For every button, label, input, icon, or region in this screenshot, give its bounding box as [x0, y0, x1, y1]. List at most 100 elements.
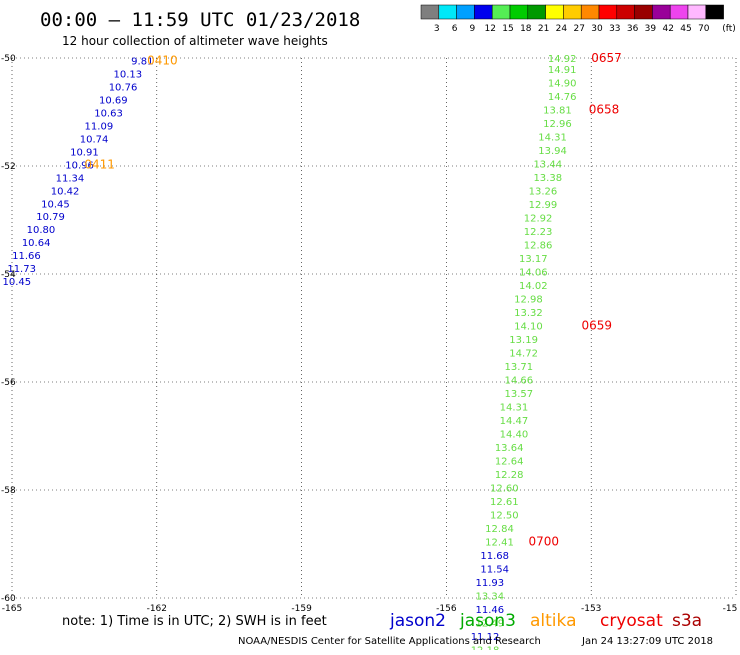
color-scale-label: 45 [680, 24, 691, 34]
data-point-s3a: 12.86 [524, 240, 553, 251]
footer-timestamp: Jan 24 13:27:09 UTC 2018 [581, 636, 713, 647]
data-point-s3a: 13.38 [533, 173, 562, 184]
color-scale-swatch [669, 4, 689, 20]
data-point-s3a: 13.32 [514, 308, 543, 319]
x-tick-label: -165 [2, 604, 22, 614]
data-point-jason2: 11.46 [476, 605, 505, 616]
y-tick-label: -60 [1, 594, 16, 604]
data-point-s3a: 13.94 [538, 146, 567, 157]
footer-note: note: 1) Time is in UTC; 2) SWH is in fe… [62, 614, 327, 629]
data-point-s3a: 14.66 [504, 375, 533, 386]
data-point-s3a: 12.92 [524, 213, 553, 224]
color-scale-legend: 3 6 9 12 15 18 21 24 27 30 33 36 39 42 45 70 (ft) [420, 4, 736, 34]
pass-time-label: 0700 [528, 534, 559, 548]
x-tick-label: -15 [723, 604, 738, 614]
legend-entry-jason2: jason2 [389, 611, 446, 631]
y-tick-label: -52 [1, 162, 16, 172]
color-scale-label: 36 [627, 24, 639, 34]
data-point-altika: 11.73 [7, 264, 36, 275]
data-point-s3a: 13.57 [504, 389, 533, 400]
x-tick-label: -159 [291, 604, 312, 614]
color-scale-swatch [474, 4, 493, 20]
data-point-jason2: 11.54 [480, 564, 509, 575]
color-scale-label: 3 [434, 24, 440, 34]
data-point-s3a: 12.50 [490, 510, 519, 521]
data-point-s3a: 12.61 [490, 497, 519, 508]
chart-subtitle: 12 hour collection of altimeter wave hei… [62, 34, 328, 48]
grid-lines [11, 57, 737, 599]
data-point-altika: 10.45 [41, 199, 70, 210]
data-point-jason2: 11.93 [476, 578, 505, 589]
data-point-altika: 11.34 [56, 173, 85, 184]
data-point-s3a: 14.72 [509, 348, 538, 359]
data-point-s3a: 12.28 [495, 470, 524, 481]
color-scale-label: 33 [609, 24, 620, 34]
color-scale-swatch [598, 4, 618, 20]
color-scale-swatch [634, 4, 653, 20]
satellite-legend: jason2 jason3 altika cryosat s3a [389, 611, 702, 631]
data-point-s3a: 13.19 [509, 335, 538, 346]
data-point-s3a: 12.64 [495, 456, 524, 467]
color-scale-label: 21 [538, 24, 549, 34]
data-point-s3a: 13.17 [519, 254, 548, 265]
data-point-altika: 9.81 [131, 57, 153, 68]
y-axis-ticks: -50 -52 -54 -56 -58 -60 [1, 54, 16, 604]
data-point-s3a: 12.98 [514, 294, 543, 305]
data-point-altika: 10.76 [109, 83, 138, 94]
footer-credit: NOAA/NESDIS Center for Satellite Applica… [238, 636, 541, 647]
color-scale-swatch [527, 4, 546, 20]
pass-time-label: 0410 [147, 54, 178, 68]
data-point-jason2: 11.68 [480, 551, 509, 562]
data-point-altika: 11.09 [85, 122, 114, 133]
data-point-s3a: 12.60 [490, 483, 519, 494]
data-point-s3a: 14.76 [548, 92, 577, 103]
data-point-s3a: 14.31 [500, 402, 529, 413]
data-point-jason2: 11.12 [471, 632, 500, 643]
color-scale-swatch [420, 4, 440, 20]
data-point-s3a: 14.92 [548, 54, 577, 65]
color-scale-unit: (ft) [722, 24, 736, 34]
color-scale-label: 12 [484, 24, 495, 34]
data-point-s3a: 13.64 [495, 443, 524, 454]
color-scale-swatch [687, 4, 707, 20]
color-scale-label: 30 [591, 24, 603, 34]
data-point-altika: 10.45 [3, 277, 32, 288]
data-point-s3a: 13.44 [533, 159, 562, 170]
data-point-s3a: 14.10 [514, 321, 543, 332]
data-point-s3a: 12.99 [529, 200, 558, 211]
color-scale-label: 18 [520, 24, 532, 34]
data-point-s3a: 13.81 [543, 105, 572, 116]
data-point-s3a: 14.06 [519, 267, 548, 278]
data-point-jason3: 12.49 [476, 618, 505, 629]
data-point-s3a: 14.47 [500, 416, 529, 427]
color-scale-label: 6 [452, 24, 458, 34]
data-point-s3a: 12.23 [524, 227, 553, 238]
pass-time-label: 0411 [84, 157, 115, 171]
data-point-s3a: 12.84 [485, 524, 514, 535]
color-scale-swatch [563, 4, 582, 20]
color-scale-label: 9 [470, 24, 476, 34]
color-scale-swatch [616, 4, 635, 20]
data-point-altika: 10.42 [51, 186, 80, 197]
y-tick-label: -54 [1, 270, 16, 280]
data-point-s3a: 14.90 [548, 78, 577, 89]
pass-time-labels: 0410 0411 0657 0658 0659 0700 [84, 51, 621, 548]
data-point-s3a: 12.96 [543, 119, 572, 130]
x-tick-label: -162 [147, 604, 167, 614]
color-scale-swatch [545, 4, 564, 20]
legend-entry-jason3: jason3 [459, 611, 516, 631]
pass-time-label: 0657 [591, 51, 622, 65]
legend-entry-s3a: s3a [672, 611, 702, 631]
data-point-s3a: 12.41 [485, 537, 514, 548]
data-point-altika: 11.66 [12, 251, 41, 262]
color-scale-swatch [438, 4, 457, 20]
color-scale-swatch [652, 4, 671, 20]
color-scale-swatch [456, 4, 475, 20]
y-tick-label: -50 [1, 54, 16, 64]
color-scale-swatch [509, 4, 529, 20]
data-point-s3a: 14.40 [500, 429, 529, 440]
data-point-altika: 10.74 [80, 134, 109, 145]
data-point-s3a: 14.91 [548, 65, 577, 76]
